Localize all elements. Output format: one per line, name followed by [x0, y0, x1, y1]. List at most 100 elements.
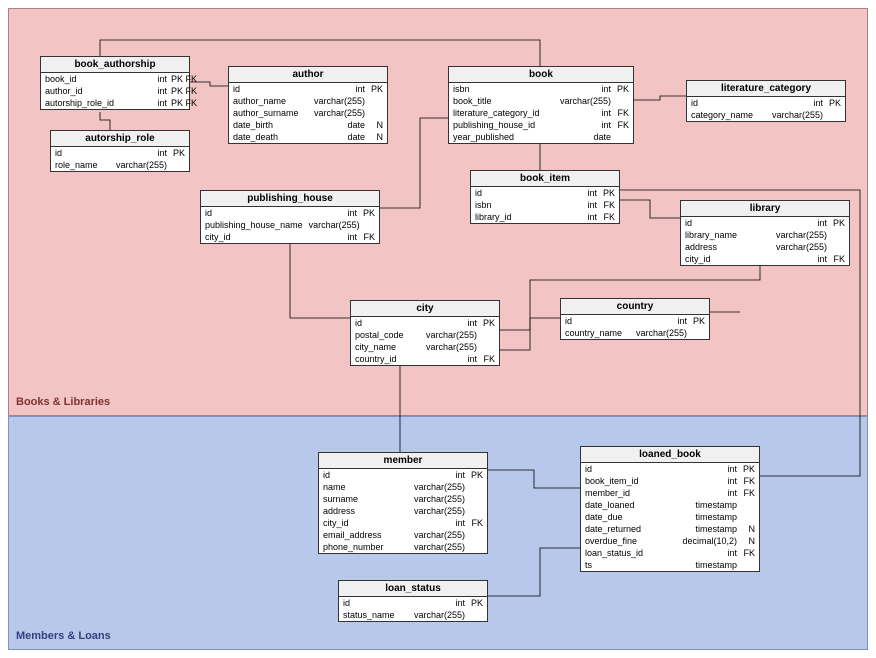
entity-book: bookisbnintPKbook_titlevarchar(255)liter…: [448, 66, 634, 144]
column-key: [741, 499, 755, 511]
column-key: PK: [741, 463, 755, 475]
column-key: [741, 559, 755, 571]
column-type: timestamp: [695, 523, 737, 535]
column-row: isbnint PK: [449, 83, 633, 95]
column-key: FK: [601, 211, 615, 223]
column-row: country_idintFK: [351, 353, 499, 365]
column-type: int: [727, 475, 737, 487]
column-name: date_birth: [233, 119, 341, 131]
column-type: int: [157, 97, 167, 109]
entity-columns: idintPKisbnintFKlibrary_idintFK: [471, 187, 619, 223]
column-name: author_surname: [233, 107, 308, 119]
column-name: library_id: [475, 211, 581, 223]
column-name: phone_number: [323, 541, 408, 553]
entity-member: memberidintPKnamevarchar(255)surnamevarc…: [318, 452, 488, 554]
column-key: [469, 493, 483, 505]
column-row: overdue_finedecimal(10,2)N: [581, 535, 759, 547]
column-type: date: [347, 131, 365, 143]
column-type: varchar(255): [776, 241, 827, 253]
entity-columns: idintPKcountry_namevarchar(255): [561, 315, 709, 339]
column-key: PK: [481, 317, 495, 329]
column-type: varchar(255): [116, 159, 167, 171]
column-row: idintPK: [339, 597, 487, 609]
column-key: [469, 505, 483, 517]
column-key: [831, 241, 845, 253]
column-key: FK: [831, 253, 845, 265]
column-name: id: [475, 187, 581, 199]
column-type: int: [355, 83, 365, 95]
entity-columns: isbnintPKbook_titlevarchar(255)literatur…: [449, 83, 633, 143]
column-row: idintPK: [681, 217, 849, 229]
column-type: varchar(255): [776, 229, 827, 241]
column-name: city_id: [323, 517, 449, 529]
column-type: timestamp: [695, 511, 737, 523]
column-key: N: [369, 131, 383, 143]
entity-autorship_role: autorship_roleidintPKrole_namevarchar(25…: [50, 130, 190, 172]
column-name: category_name: [691, 109, 766, 121]
entity-city: cityidintPKpostal_codevarchar(255)city_n…: [350, 300, 500, 366]
column-key: PK: [615, 83, 629, 95]
entity-title: publishing_house: [201, 191, 379, 207]
entity-title: member: [319, 453, 487, 469]
column-name: country_name: [565, 327, 630, 339]
column-name: year_published: [453, 131, 587, 143]
column-key: PK: [469, 597, 483, 609]
entity-title: book: [449, 67, 633, 83]
column-type: int: [727, 547, 737, 559]
column-type: int: [677, 315, 687, 327]
column-type: int: [601, 119, 611, 131]
column-key: [691, 327, 705, 339]
column-type: int: [587, 199, 597, 211]
column-name: library_name: [685, 229, 770, 241]
column-name: literature_category_id: [453, 107, 595, 119]
column-key: [364, 219, 375, 231]
column-key: FK: [481, 353, 495, 365]
column-type: date: [593, 131, 611, 143]
column-row: ts timestamp: [581, 559, 759, 571]
column-type: varchar(255): [636, 327, 687, 339]
column-key: PK FK: [171, 85, 185, 97]
column-row: postal_codevarchar(255): [351, 329, 499, 341]
column-name: address: [323, 505, 408, 517]
column-type: varchar(255): [414, 493, 465, 505]
column-type: varchar(255): [414, 541, 465, 553]
column-row: isbnintFK: [471, 199, 619, 211]
column-row: date_deathdateN: [229, 131, 387, 143]
entity-columns: idintPKrole_namevarchar(255): [51, 147, 189, 171]
column-type: timestamp: [695, 559, 737, 571]
column-key: PK: [171, 147, 185, 159]
column-row: city_idintFK: [319, 517, 487, 529]
column-type: int: [727, 487, 737, 499]
column-row: literature_category_idintFK: [449, 107, 633, 119]
column-row: year_published date: [449, 131, 633, 143]
entity-columns: idintPKstatus_namevarchar(255): [339, 597, 487, 621]
column-key: PK FK: [171, 97, 185, 109]
column-name: status_name: [343, 609, 408, 621]
column-name: name: [323, 481, 408, 493]
column-key: PK: [361, 207, 375, 219]
entity-title: library: [681, 201, 849, 217]
column-type: int: [467, 353, 477, 365]
column-name: book_item_id: [585, 475, 721, 487]
column-type: varchar(255): [414, 609, 465, 621]
column-type: int: [587, 211, 597, 223]
column-key: [469, 529, 483, 541]
column-key: [171, 159, 185, 171]
column-type: int: [347, 231, 357, 243]
column-key: PK FK: [171, 73, 185, 85]
column-key: PK: [369, 83, 383, 95]
column-name: ts: [585, 559, 689, 571]
column-type: varchar(255): [560, 95, 611, 107]
column-type: int: [157, 85, 167, 97]
column-name: isbn: [453, 83, 595, 95]
column-key: N: [369, 119, 383, 131]
column-name: date_returned: [585, 523, 689, 535]
column-type: timestamp: [695, 499, 737, 511]
column-row: publishing_house_namevarchar(255): [201, 219, 379, 231]
column-name: postal_code: [355, 329, 420, 341]
column-key: FK: [361, 231, 375, 243]
column-name: author_id: [45, 85, 151, 97]
column-type: int: [455, 597, 465, 609]
column-type: int: [157, 147, 167, 159]
column-type: int: [601, 83, 611, 95]
